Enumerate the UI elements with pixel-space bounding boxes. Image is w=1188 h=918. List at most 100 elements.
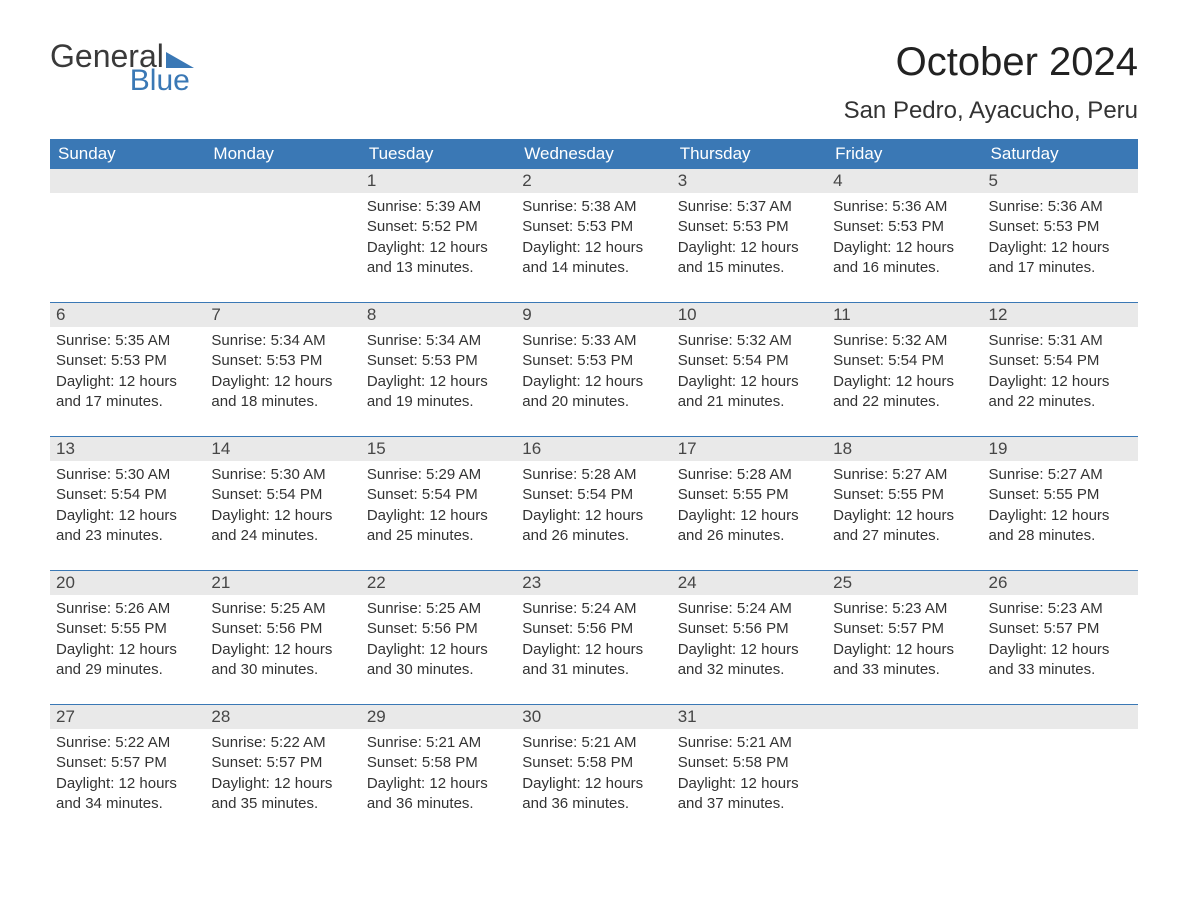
day-l4: and 17 minutes. <box>989 258 1132 278</box>
day-l1: Sunrise: 5:25 AM <box>211 599 354 619</box>
day-l2: Sunset: 5:53 PM <box>833 217 976 237</box>
day-l2: Sunset: 5:53 PM <box>211 351 354 371</box>
day-number: 18 <box>827 437 982 461</box>
day-l3: Daylight: 12 hours <box>522 640 665 660</box>
calendar-day <box>983 705 1138 832</box>
day-content: Sunrise: 5:31 AMSunset: 5:54 PMDaylight:… <box>983 327 1138 412</box>
day-l2: Sunset: 5:57 PM <box>833 619 976 639</box>
day-l4: and 21 minutes. <box>678 392 821 412</box>
day-l2: Sunset: 5:54 PM <box>989 351 1132 371</box>
day-l1: Sunrise: 5:34 AM <box>367 331 510 351</box>
day-l1: Sunrise: 5:36 AM <box>989 197 1132 217</box>
day-number: 24 <box>672 571 827 595</box>
day-l2: Sunset: 5:54 PM <box>56 485 199 505</box>
day-number: 11 <box>827 303 982 327</box>
day-number <box>827 705 982 729</box>
day-l2: Sunset: 5:55 PM <box>678 485 821 505</box>
day-number <box>50 169 205 193</box>
weekday-header: Monday <box>205 139 360 169</box>
location-subtitle: San Pedro, Ayacucho, Peru <box>844 97 1138 125</box>
calendar-day: 15Sunrise: 5:29 AMSunset: 5:54 PMDayligh… <box>361 437 516 564</box>
calendar-day: 23Sunrise: 5:24 AMSunset: 5:56 PMDayligh… <box>516 571 671 698</box>
day-number: 12 <box>983 303 1138 327</box>
day-content: Sunrise: 5:39 AMSunset: 5:52 PMDaylight:… <box>361 193 516 278</box>
day-content: Sunrise: 5:21 AMSunset: 5:58 PMDaylight:… <box>516 729 671 814</box>
day-l2: Sunset: 5:56 PM <box>522 619 665 639</box>
calendar-day: 7Sunrise: 5:34 AMSunset: 5:53 PMDaylight… <box>205 303 360 430</box>
day-number: 25 <box>827 571 982 595</box>
day-content: Sunrise: 5:37 AMSunset: 5:53 PMDaylight:… <box>672 193 827 278</box>
day-l3: Daylight: 12 hours <box>989 640 1132 660</box>
day-l1: Sunrise: 5:34 AM <box>211 331 354 351</box>
day-l2: Sunset: 5:54 PM <box>367 485 510 505</box>
day-l4: and 35 minutes. <box>211 794 354 814</box>
day-l4: and 30 minutes. <box>211 660 354 680</box>
day-content: Sunrise: 5:28 AMSunset: 5:54 PMDaylight:… <box>516 461 671 546</box>
day-l2: Sunset: 5:56 PM <box>211 619 354 639</box>
calendar-day: 17Sunrise: 5:28 AMSunset: 5:55 PMDayligh… <box>672 437 827 564</box>
day-l3: Daylight: 12 hours <box>367 372 510 392</box>
day-l1: Sunrise: 5:39 AM <box>367 197 510 217</box>
day-l4: and 19 minutes. <box>367 392 510 412</box>
day-l3: Daylight: 12 hours <box>989 238 1132 258</box>
day-l1: Sunrise: 5:32 AM <box>678 331 821 351</box>
day-l4: and 33 minutes. <box>833 660 976 680</box>
calendar-day: 5Sunrise: 5:36 AMSunset: 5:53 PMDaylight… <box>983 169 1138 296</box>
day-l4: and 26 minutes. <box>522 526 665 546</box>
calendar-day: 16Sunrise: 5:28 AMSunset: 5:54 PMDayligh… <box>516 437 671 564</box>
day-content: Sunrise: 5:32 AMSunset: 5:54 PMDaylight:… <box>672 327 827 412</box>
day-l4: and 28 minutes. <box>989 526 1132 546</box>
day-l4: and 16 minutes. <box>833 258 976 278</box>
day-l1: Sunrise: 5:28 AM <box>678 465 821 485</box>
day-number: 28 <box>205 705 360 729</box>
logo-word-2: Blue <box>50 66 194 96</box>
day-number: 9 <box>516 303 671 327</box>
day-l4: and 18 minutes. <box>211 392 354 412</box>
day-content: Sunrise: 5:35 AMSunset: 5:53 PMDaylight:… <box>50 327 205 412</box>
weekday-header: Thursday <box>672 139 827 169</box>
calendar-day: 22Sunrise: 5:25 AMSunset: 5:56 PMDayligh… <box>361 571 516 698</box>
day-l3: Daylight: 12 hours <box>678 372 821 392</box>
day-l2: Sunset: 5:53 PM <box>522 351 665 371</box>
day-l2: Sunset: 5:55 PM <box>989 485 1132 505</box>
calendar-day: 2Sunrise: 5:38 AMSunset: 5:53 PMDaylight… <box>516 169 671 296</box>
day-l3: Daylight: 12 hours <box>367 774 510 794</box>
day-l4: and 36 minutes. <box>522 794 665 814</box>
day-content: Sunrise: 5:36 AMSunset: 5:53 PMDaylight:… <box>827 193 982 278</box>
day-l4: and 13 minutes. <box>367 258 510 278</box>
calendar-day: 21Sunrise: 5:25 AMSunset: 5:56 PMDayligh… <box>205 571 360 698</box>
day-l3: Daylight: 12 hours <box>989 372 1132 392</box>
day-l4: and 26 minutes. <box>678 526 821 546</box>
day-content: Sunrise: 5:25 AMSunset: 5:56 PMDaylight:… <box>361 595 516 680</box>
calendar-day: 8Sunrise: 5:34 AMSunset: 5:53 PMDaylight… <box>361 303 516 430</box>
day-l2: Sunset: 5:53 PM <box>678 217 821 237</box>
day-l2: Sunset: 5:53 PM <box>367 351 510 371</box>
day-l4: and 32 minutes. <box>678 660 821 680</box>
day-l4: and 25 minutes. <box>367 526 510 546</box>
day-l1: Sunrise: 5:37 AM <box>678 197 821 217</box>
day-number: 17 <box>672 437 827 461</box>
weekday-header: Saturday <box>983 139 1138 169</box>
day-l2: Sunset: 5:53 PM <box>522 217 665 237</box>
page-header: General Blue October 2024 San Pedro, Aya… <box>50 40 1138 125</box>
calendar-day: 26Sunrise: 5:23 AMSunset: 5:57 PMDayligh… <box>983 571 1138 698</box>
day-l1: Sunrise: 5:27 AM <box>833 465 976 485</box>
day-l4: and 31 minutes. <box>522 660 665 680</box>
day-number: 30 <box>516 705 671 729</box>
day-number: 5 <box>983 169 1138 193</box>
day-l3: Daylight: 12 hours <box>56 506 199 526</box>
calendar-day: 29Sunrise: 5:21 AMSunset: 5:58 PMDayligh… <box>361 705 516 832</box>
day-l2: Sunset: 5:53 PM <box>56 351 199 371</box>
day-l3: Daylight: 12 hours <box>211 774 354 794</box>
day-number: 21 <box>205 571 360 595</box>
calendar-day: 28Sunrise: 5:22 AMSunset: 5:57 PMDayligh… <box>205 705 360 832</box>
day-content: Sunrise: 5:23 AMSunset: 5:57 PMDaylight:… <box>827 595 982 680</box>
day-number: 6 <box>50 303 205 327</box>
day-content: Sunrise: 5:38 AMSunset: 5:53 PMDaylight:… <box>516 193 671 278</box>
day-l3: Daylight: 12 hours <box>522 238 665 258</box>
day-l3: Daylight: 12 hours <box>833 640 976 660</box>
day-content: Sunrise: 5:24 AMSunset: 5:56 PMDaylight:… <box>672 595 827 680</box>
day-l4: and 29 minutes. <box>56 660 199 680</box>
day-l4: and 22 minutes. <box>989 392 1132 412</box>
calendar-week: 13Sunrise: 5:30 AMSunset: 5:54 PMDayligh… <box>50 436 1138 564</box>
